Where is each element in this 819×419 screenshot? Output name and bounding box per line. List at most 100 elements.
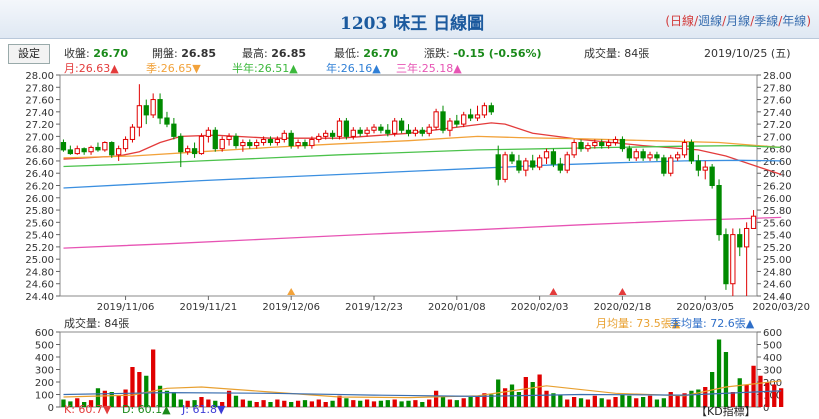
y-tick-label-left: 25.20	[25, 243, 54, 254]
volume-bar	[613, 397, 618, 407]
candle-body	[371, 126, 377, 131]
volume-bar	[102, 390, 107, 407]
candle-body	[599, 142, 605, 147]
period-yearly[interactable]: 年線	[782, 14, 807, 28]
vol-y-tick-label-left: 200	[35, 378, 54, 389]
y-tick-label-right: 26.20	[763, 182, 792, 193]
y-tick-label-left: 25.40	[25, 231, 54, 242]
y-tick-label-right: 24.80	[763, 267, 792, 278]
y-tick-label-left: 27.60	[25, 96, 54, 107]
volume-bar	[385, 400, 390, 407]
candle-body	[405, 129, 412, 134]
candle-body	[543, 151, 550, 159]
candle-body	[605, 142, 612, 147]
y-tick-label-left: 25.00	[25, 255, 54, 266]
candle-body	[74, 148, 80, 155]
y-tick-label-left: 25.60	[25, 218, 54, 229]
candle-body	[488, 105, 494, 113]
x-tick-label: 2019/11/06	[97, 302, 155, 313]
volume-bar	[109, 392, 114, 407]
volume-bar	[627, 395, 632, 407]
candle-body	[171, 123, 177, 137]
candle-body	[178, 135, 184, 153]
candle-body	[198, 135, 205, 155]
volume-bar	[716, 339, 722, 407]
candle-body	[461, 114, 467, 125]
volume-bar	[682, 393, 687, 407]
candle-body	[288, 132, 294, 147]
y-tick-label-left: 26.40	[25, 169, 54, 180]
candle-body	[737, 234, 743, 248]
candle-body	[323, 132, 329, 137]
volume-bar	[61, 399, 66, 407]
volume-bar	[213, 400, 218, 407]
y-tick-label-right: 25.40	[763, 231, 792, 242]
vol-y-tick-label-right: 500	[763, 341, 782, 352]
candle-body	[281, 132, 287, 140]
candle-body	[668, 157, 674, 174]
volume-bar	[206, 399, 211, 407]
y-tick-label-right: 25.20	[763, 243, 792, 254]
volume-bar	[171, 392, 177, 407]
volume-bar	[689, 390, 694, 407]
title-bar: 1203 味王 日線圖 (日線/週線/月線/季線/年線)	[0, 0, 819, 39]
period-daily[interactable]: 日線	[670, 14, 695, 28]
candle-body	[564, 154, 570, 171]
volume-bar	[247, 400, 252, 407]
price-panel-frame	[59, 74, 758, 297]
volume-ma-month-line	[63, 380, 782, 399]
candle-body	[716, 185, 722, 236]
candle-body	[67, 149, 73, 155]
volume-bar	[164, 390, 170, 407]
volume-bar	[351, 400, 356, 407]
quote-row: 收盤: 26.70 開盤: 26.85 最高: 26.85 最低: 26.70 …	[64, 45, 814, 60]
period-monthly[interactable]: 月線	[726, 14, 751, 28]
volume-bar	[358, 400, 363, 407]
price-change: 漲跌: -0.15 (-0.56%)	[424, 47, 542, 60]
volume-bar	[240, 399, 246, 407]
candle-body	[530, 160, 536, 168]
candle-body	[709, 166, 715, 186]
kd-indicator-button[interactable]: 【KD指標】	[696, 405, 756, 418]
volume-bar	[440, 397, 446, 407]
candle-body	[557, 163, 563, 171]
candle-body	[336, 120, 343, 137]
volume-bar	[475, 395, 480, 407]
y-tick-label-right: 26.60	[763, 157, 792, 168]
settings-button[interactable]: 設定	[8, 44, 50, 64]
volume-bar	[530, 382, 535, 407]
kd-d: D: 60.1▲	[122, 403, 171, 416]
period-quarterly[interactable]: 季線	[754, 14, 779, 28]
volume-bar	[482, 393, 487, 407]
candle-body	[681, 142, 688, 156]
volume-bar	[392, 399, 397, 407]
vol-y-tick-label-left: 600	[35, 328, 54, 339]
period-weekly[interactable]: 週線	[698, 14, 723, 28]
volume-bar	[751, 365, 756, 407]
volume-bar	[185, 400, 190, 407]
volume-bar	[765, 382, 770, 407]
volume-bar	[730, 392, 735, 407]
candle-body	[191, 148, 198, 155]
candle-body	[378, 126, 384, 131]
y-tick-label-right: 28.00	[763, 71, 792, 82]
x-tick-label: 2019/12/23	[345, 302, 403, 313]
candle-body	[536, 157, 543, 168]
candle-body	[267, 138, 274, 144]
candle-body	[233, 135, 239, 147]
volume-bar	[523, 377, 528, 407]
volume-bar	[668, 392, 673, 407]
y-tick-label-left: 24.80	[25, 267, 54, 278]
x-tick-label: 2020/01/08	[428, 302, 486, 313]
candle-body	[260, 138, 267, 144]
y-tick-label-left: 25.80	[25, 206, 54, 217]
y-tick-label-right: 27.60	[763, 96, 792, 107]
x-tick-label: 2020/03/20	[752, 302, 810, 313]
candle-body	[150, 99, 156, 116]
volume-bar	[585, 399, 591, 407]
volume-bar	[537, 374, 542, 407]
y-tick-label-left: 24.40	[25, 292, 54, 303]
volume-bar	[82, 402, 87, 407]
volume-bar	[220, 402, 225, 407]
volume-bar	[289, 402, 294, 407]
